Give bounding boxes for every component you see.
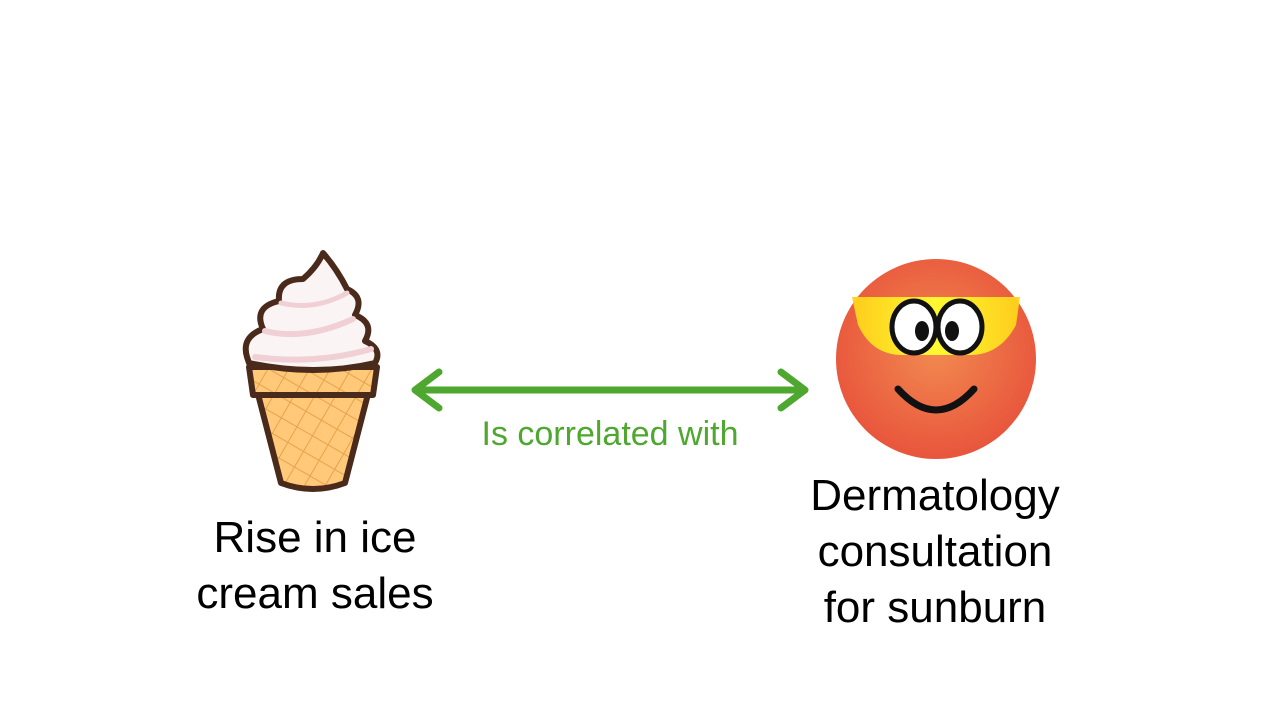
left-node-label: Rise in ice cream sales xyxy=(160,510,470,622)
left-node-label-line: cream sales xyxy=(196,569,434,618)
right-node-label-line: for sunburn xyxy=(823,583,1047,632)
right-node-label: Dermatology consultation for sunburn xyxy=(780,468,1090,636)
correlation-arrow xyxy=(411,368,809,412)
relation-label: Is correlated with xyxy=(481,415,739,453)
sunburn-face-icon xyxy=(836,259,1036,459)
right-node-label-line: Dermatology xyxy=(810,471,1060,520)
right-node-label-line: consultation xyxy=(817,527,1053,576)
ice-cream-icon xyxy=(242,250,381,492)
left-node-label-line: Rise in ice xyxy=(213,513,417,562)
